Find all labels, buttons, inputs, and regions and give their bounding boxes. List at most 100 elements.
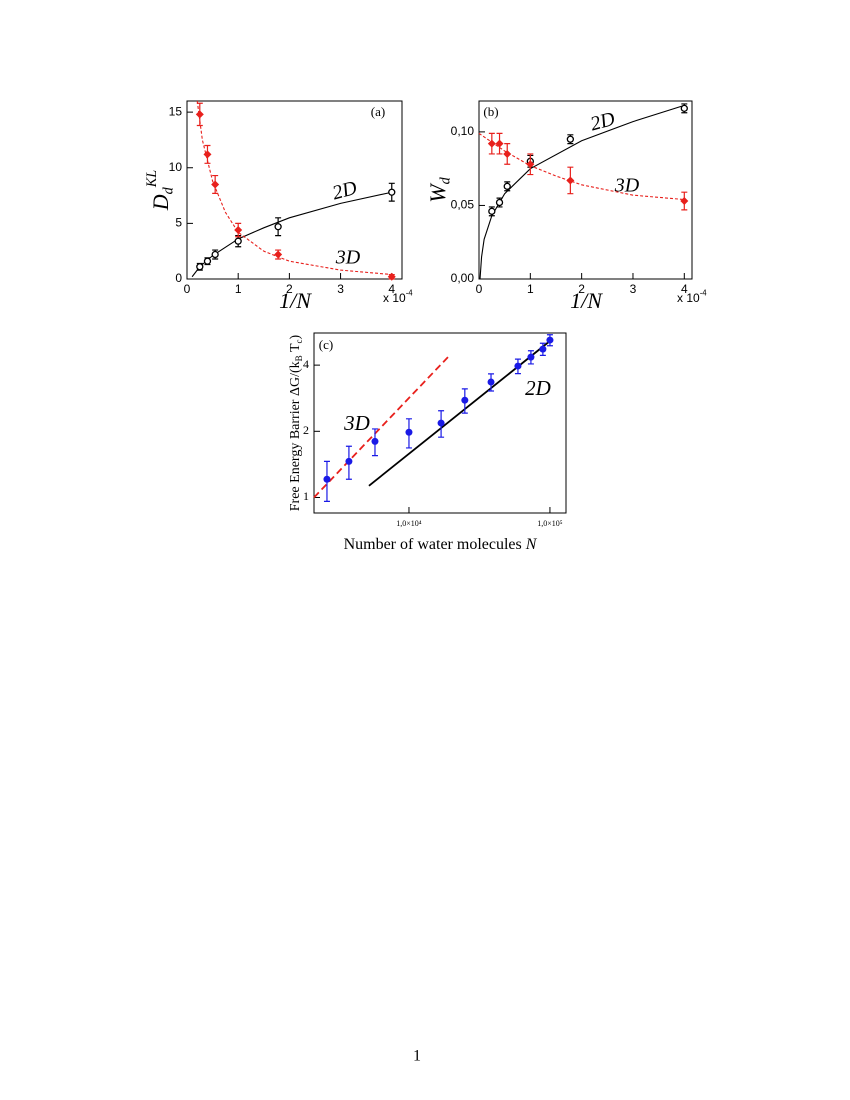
y-tick-label: 1 (303, 489, 309, 503)
label-part: W (425, 183, 450, 203)
label-part: Free Energy Barrier ΔG/(k (288, 361, 303, 511)
marker (195, 110, 204, 119)
marker (680, 197, 689, 206)
fit-line (478, 132, 685, 201)
label-part: N (525, 536, 538, 553)
chart: 1,0×10⁴ 1,0×10⁵ 1 2 4 (c) 3D 2D (303, 332, 567, 528)
axis-label: 1/N (279, 288, 312, 313)
marker (274, 223, 282, 231)
marker (514, 362, 522, 370)
marker (345, 457, 353, 465)
marker (487, 139, 496, 148)
marker (503, 182, 511, 190)
label-part: -4 (700, 289, 708, 298)
marker (503, 149, 512, 158)
axis-label: x 10-4 (383, 289, 413, 306)
y-tick-label: 0,05 (451, 198, 475, 212)
axis-label: DdKL (144, 170, 177, 212)
marker (495, 139, 504, 148)
annotation: 3D (343, 411, 370, 435)
axis-label: Number of water molecules N (344, 536, 538, 553)
y-tick-label: 0,00 (451, 271, 475, 285)
marker (680, 104, 688, 113)
y-tick-label: 5 (175, 216, 182, 230)
y-tick-label: 2 (303, 423, 309, 437)
panel-label: (b) (483, 104, 498, 119)
marker (234, 226, 243, 235)
marker (388, 188, 396, 196)
marker (234, 237, 242, 245)
x-tick-label: 1,0×10⁴ (396, 519, 422, 528)
marker (527, 353, 535, 361)
x-tick-label: 2 (286, 282, 293, 296)
label-part: KL (144, 170, 160, 189)
marker (405, 428, 413, 436)
label-part: B (294, 355, 304, 361)
x-tick-label: 0 (476, 282, 483, 296)
marker (211, 250, 219, 259)
label-part: d (161, 186, 177, 194)
x-tick-label: 3 (630, 282, 637, 296)
marker (274, 250, 283, 259)
marker (437, 419, 445, 427)
y-tick-label: 0 (175, 271, 182, 285)
axis-label: Wd (425, 176, 454, 202)
y-tick-label: 15 (169, 104, 183, 118)
marker (526, 160, 535, 169)
y-tick-label: 10 (169, 160, 183, 174)
x-tick-label: 4 (388, 282, 395, 296)
panel-label: (c) (319, 337, 333, 352)
marker (487, 378, 495, 386)
plot-frame (313, 332, 567, 514)
fit-line (368, 340, 551, 487)
marker (566, 176, 575, 185)
axis-label: 1/N (570, 288, 603, 313)
fit-line (196, 100, 392, 276)
axis-label: x 10-4 (677, 289, 707, 306)
page-number: 1 (413, 1048, 421, 1065)
marker (203, 150, 212, 159)
x-tick-label: 1 (235, 282, 242, 296)
label-part: Number of water molecules (344, 536, 526, 553)
y-tick-label: 0,10 (451, 124, 475, 138)
label-part: D (148, 194, 173, 211)
x-tick-label: 0 (184, 282, 191, 296)
label-part: 1/N (570, 288, 603, 313)
plot-frame (478, 100, 693, 280)
marker (539, 345, 547, 353)
marker (323, 475, 331, 483)
y-tick-label: 4 (303, 357, 309, 371)
annotation: 3D (335, 247, 361, 269)
label-part: T (288, 343, 303, 355)
annotation: 2D (525, 376, 551, 400)
marker (203, 257, 212, 265)
marker (566, 135, 575, 143)
label-part: x 10 (677, 291, 700, 305)
label-part: 1/N (279, 288, 312, 313)
marker (211, 180, 220, 189)
panel-label: (a) (371, 104, 385, 119)
annotation: 2D (588, 108, 618, 136)
x-tick-label: 3 (337, 282, 344, 296)
label-part: -4 (406, 289, 414, 298)
label-part: c (294, 339, 304, 343)
marker (461, 396, 469, 404)
chart: 0 1 2 3 4 0,00 0,05 0,10 (b) 2D 3D (451, 100, 693, 296)
marker (387, 272, 396, 281)
marker (488, 207, 496, 215)
axis-label: Free Energy Barrier ΔG/(kB Tc) (288, 334, 304, 511)
marker (495, 198, 504, 207)
label-part: x 10 (383, 291, 406, 305)
label-part: d (438, 176, 454, 184)
x-tick-label: 1,0×10⁵ (537, 519, 563, 528)
marker (196, 263, 204, 271)
x-tick-label: 4 (681, 282, 688, 296)
fit-line (479, 104, 685, 280)
marker (371, 437, 379, 445)
x-tick-label: 2 (578, 282, 585, 296)
label-part: ) (288, 334, 303, 339)
plot-frame (186, 100, 403, 280)
